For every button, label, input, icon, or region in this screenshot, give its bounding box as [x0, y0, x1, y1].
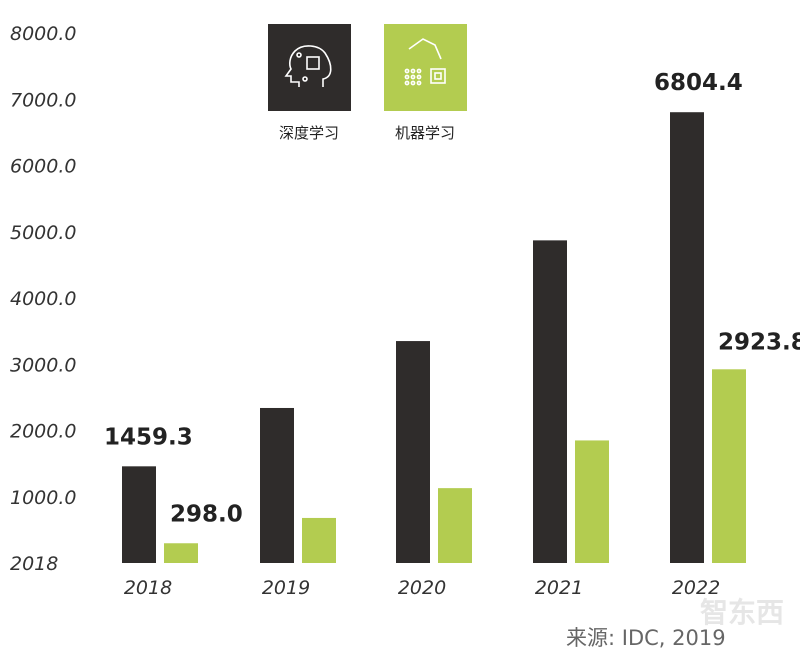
bar-deep-learning: [260, 407, 294, 563]
legend-swatch: [268, 24, 351, 111]
head-chip-icon: [284, 45, 332, 87]
x-tick-label: 2022: [672, 577, 720, 599]
y-tick-label: 5000.0: [10, 222, 76, 244]
bar-machine-learning: [164, 543, 198, 563]
robot-arm-chip-icon: [404, 38, 446, 86]
data-label: 6804.4: [654, 70, 743, 96]
x-tick-label: 2020: [398, 577, 446, 599]
x-tick-label: 2019: [262, 577, 310, 599]
y-tick-label: 3000.0: [10, 354, 76, 376]
y-tick-label: 2018: [10, 553, 58, 575]
data-label: 1459.3: [104, 424, 193, 450]
x-tick-label: 2018: [124, 577, 172, 599]
y-tick-label: 7000.0: [10, 89, 76, 111]
watermark-logo: 智东西: [700, 596, 784, 629]
bar-machine-learning: [575, 440, 609, 563]
legend-label: 机器学习: [395, 124, 455, 142]
data-label: 2923.8: [718, 329, 800, 355]
bar-machine-learning: [302, 517, 336, 563]
bar-deep-learning: [122, 466, 156, 563]
bar-deep-learning: [396, 341, 430, 563]
y-tick-label: 2000.0: [10, 421, 76, 443]
data-label: 298.0: [170, 501, 243, 527]
y-tick-label: 8000.0: [10, 23, 76, 45]
legend-swatch: [384, 24, 467, 111]
bar-machine-learning: [438, 488, 472, 563]
bar-deep-learning: [533, 240, 567, 564]
bar-deep-learning: [670, 112, 704, 564]
y-tick-label: 6000.0: [10, 156, 76, 178]
legend-label: 深度学习: [279, 124, 339, 142]
y-tick-label: 1000.0: [10, 487, 76, 509]
source-note: 来源: IDC, 2019: [566, 626, 726, 650]
bar-machine-learning: [712, 369, 746, 563]
y-tick-label: 4000.0: [10, 288, 76, 310]
x-tick-label: 2021: [535, 577, 583, 599]
